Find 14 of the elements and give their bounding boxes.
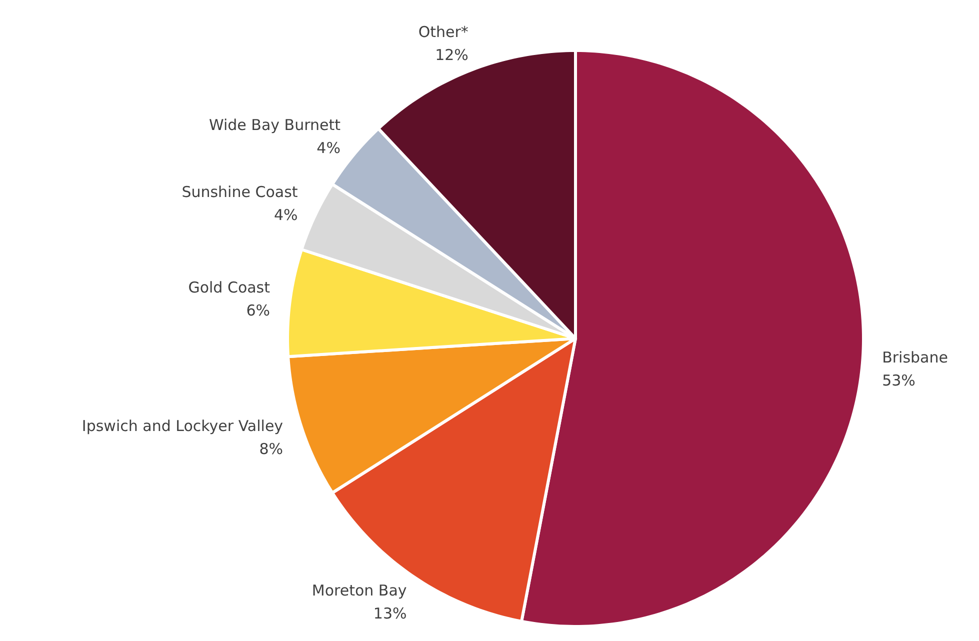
slice-label: Wide Bay Burnett [208,116,341,134]
data-label: 12% [435,46,468,64]
slice-label: Other* [418,22,469,41]
data-label: 53% [882,371,916,390]
slice-label: Brisbane [882,348,948,366]
data-label: 4% [316,138,340,157]
data-label: 13% [373,604,407,623]
slice-label: Moreton Bay [312,582,407,600]
data-label: 4% [274,206,298,224]
slice-label: Ipswich and Lockyer Valley [82,416,284,435]
data-label: 8% [259,440,284,458]
data-label: 6% [246,302,270,320]
slice-label: Sunshine Coast [182,183,298,202]
slice-label: Gold Coast [188,278,270,297]
